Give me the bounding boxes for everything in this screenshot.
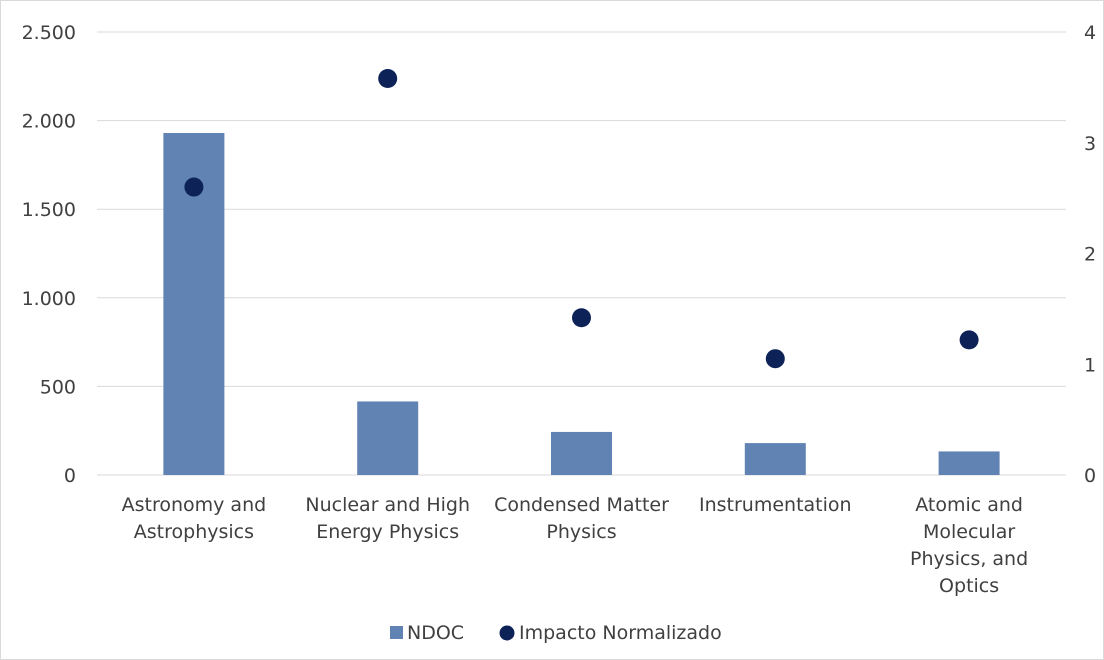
point-impacto-normalizado <box>378 69 398 89</box>
bar-ndoc <box>551 431 612 475</box>
right-axis-tick-label: 4 <box>1084 22 1096 44</box>
point-impacto-normalizado <box>184 177 204 197</box>
legend: NDOC Impacto Normalizado <box>390 622 722 644</box>
bar-ndoc <box>744 443 806 475</box>
legend-label-impacto: Impacto Normalizado <box>519 622 722 644</box>
point-impacto-normalizado <box>765 349 785 369</box>
point-impacto-normalizado <box>572 308 591 328</box>
left-axis-tick-label: 500 <box>40 376 76 398</box>
left-axis-tick-label: 2.500 <box>22 22 76 44</box>
legend-label-ndoc: NDOC <box>407 622 464 644</box>
bar-ndoc <box>357 401 419 475</box>
legend-swatch-ndoc <box>390 626 403 639</box>
point-impacto-normalizado <box>959 330 979 350</box>
category-label: Instrumentation <box>699 494 852 516</box>
left-axis-tick-label: 0 <box>64 465 76 487</box>
category-labels: Astronomy and Astrophysics Nuclear and Hig… <box>122 494 1029 597</box>
category-label: Molecular <box>923 521 1015 543</box>
bar-ndoc <box>938 451 1000 475</box>
right-axis-ticks: 0 1 2 3 4 <box>1084 22 1096 487</box>
category-label: Nuclear and High <box>305 494 470 516</box>
category-label: Astronomy and <box>122 494 267 516</box>
impact-points <box>184 69 979 369</box>
ndoc-bars <box>163 133 1000 475</box>
right-axis-tick-label: 3 <box>1084 133 1096 155</box>
category-label: Physics <box>546 521 616 543</box>
left-axis-tick-label: 2.000 <box>22 111 76 133</box>
gridlines <box>97 31 1066 476</box>
category-label: Energy Physics <box>316 521 459 543</box>
category-label: Condensed Matter <box>494 494 669 516</box>
left-axis-tick-label: 1.500 <box>22 199 76 221</box>
legend-marker-impacto <box>499 625 515 641</box>
right-axis-tick-label: 1 <box>1084 354 1096 376</box>
right-axis-tick-label: 0 <box>1084 465 1096 487</box>
right-axis-tick-label: 2 <box>1084 244 1096 266</box>
category-label: Atomic and <box>915 494 1023 516</box>
category-label: Optics <box>939 575 999 597</box>
category-label: Astrophysics <box>134 521 254 543</box>
left-axis-tick-label: 1.000 <box>22 288 76 310</box>
category-label: Physics, and <box>910 548 1028 570</box>
left-axis-ticks: 0 500 1.000 1.500 2.000 2.500 <box>22 22 76 487</box>
